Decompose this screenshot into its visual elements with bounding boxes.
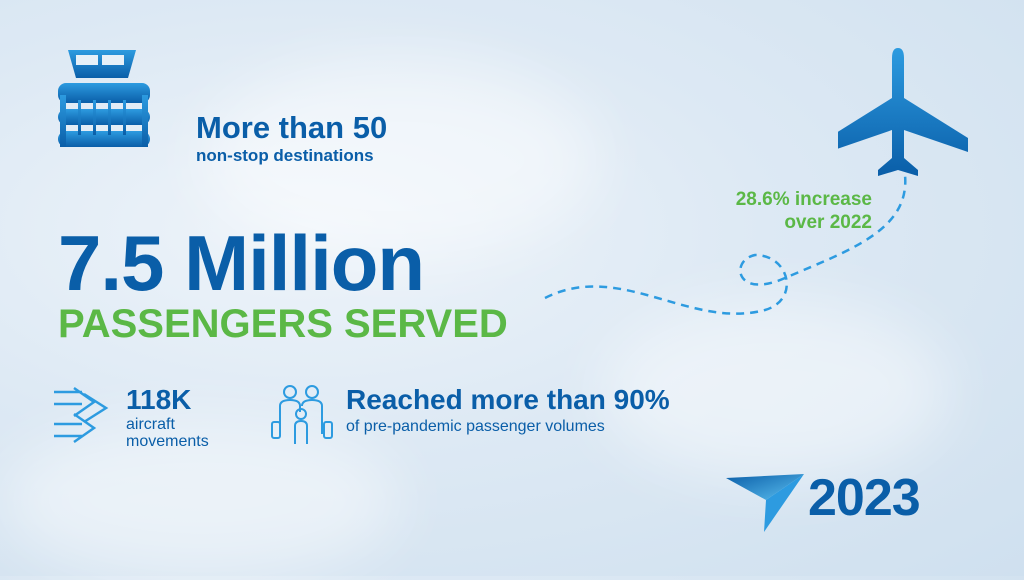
destinations-sub: non-stop destinations <box>196 146 374 165</box>
destinations-headline: More than 50 <box>196 110 388 145</box>
recovery-headline: Reached more than 90% <box>346 384 670 415</box>
flight-path <box>544 174 907 315</box>
arrows-icon <box>54 386 109 444</box>
movements-line2: movements <box>126 433 209 450</box>
airport-terminal-icon <box>58 50 150 147</box>
logo-icon <box>726 474 804 532</box>
airplane-icon <box>838 48 968 176</box>
increase-line2: over 2022 <box>784 212 872 233</box>
recovery-sub: of pre-pandemic passenger volumes <box>346 418 605 435</box>
passengers-headline: 7.5 Million <box>58 219 425 307</box>
increase-line1: 28.6% increase <box>735 189 872 210</box>
passengers-sub: PASSENGERS SERVED <box>58 302 508 346</box>
family-icon <box>271 385 333 444</box>
movements-sub: aircraft movements <box>126 416 209 450</box>
movements-line1: aircraft <box>126 416 175 433</box>
increase-text: 28.6% increase over 2022 <box>708 188 872 234</box>
year: 2023 <box>808 469 921 527</box>
movements-headline: 118K <box>126 384 192 415</box>
